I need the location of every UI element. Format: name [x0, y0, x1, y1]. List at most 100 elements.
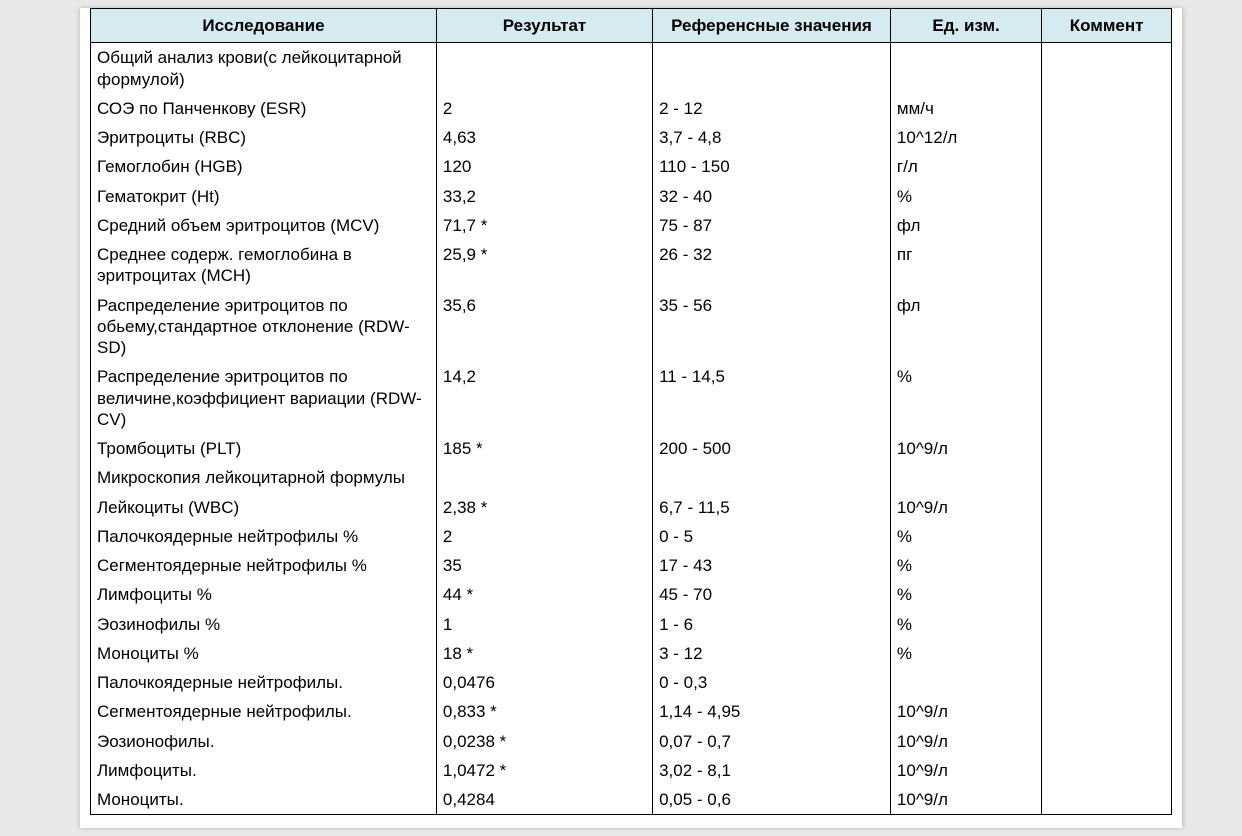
cell-test: Гемоглобин (HGB) [91, 152, 437, 181]
cell-ref: 200 - 500 [653, 434, 891, 463]
cell-test: СОЭ по Панченкову (ESR) [91, 94, 437, 123]
cell-unit: фл [890, 211, 1041, 240]
cell-result: 2 [436, 94, 652, 123]
table-row: Распределение эритроцитов по величине,ко… [91, 362, 1172, 434]
header-unit: Ед. изм. [890, 9, 1041, 43]
cell-test: Моноциты. [91, 785, 437, 815]
cell-result: 71,7 * [436, 211, 652, 240]
cell-test: Средний объем эритроцитов (MCV) [91, 211, 437, 240]
cell-ref: 26 - 32 [653, 240, 891, 291]
cell-ref: 1,14 - 4,95 [653, 697, 891, 726]
cell-ref: 0 - 0,3 [653, 668, 891, 697]
cell-comment [1042, 668, 1172, 697]
table-row: Среднее содерж. гемоглобина в эритроцита… [91, 240, 1172, 291]
table-row: Сегментоядерные нейтрофилы %3517 - 43% [91, 551, 1172, 580]
cell-comment [1042, 123, 1172, 152]
cell-comment [1042, 362, 1172, 434]
table-row: Лейкоциты (WBC)2,38 *6,7 - 11,510^9/л [91, 493, 1172, 522]
table-row: Гемоглобин (HGB)120110 - 150г/л [91, 152, 1172, 181]
cell-unit: 10^9/л [890, 756, 1041, 785]
header-test: Исследование [91, 9, 437, 43]
cell-comment [1042, 152, 1172, 181]
cell-comment [1042, 182, 1172, 211]
cell-ref: 1 - 6 [653, 610, 891, 639]
cell-test: Палочкоядерные нейтрофилы. [91, 668, 437, 697]
cell-result: 0,0238 * [436, 727, 652, 756]
cell-ref [653, 43, 891, 94]
table-row: Средний объем эритроцитов (MCV)71,7 *75 … [91, 211, 1172, 240]
cell-ref: 32 - 40 [653, 182, 891, 211]
cell-test: Эозинофилы % [91, 610, 437, 639]
cell-ref: 0,07 - 0,7 [653, 727, 891, 756]
cell-result: 0,4284 [436, 785, 652, 815]
cell-comment [1042, 610, 1172, 639]
cell-result [436, 43, 652, 94]
cell-result: 35,6 [436, 291, 652, 363]
table-row: Микроскопия лейкоцитарной формулы [91, 463, 1172, 492]
table-row: Сегментоядерные нейтрофилы.0,833 *1,14 -… [91, 697, 1172, 726]
cell-result: 18 * [436, 639, 652, 668]
cell-unit: 10^9/л [890, 434, 1041, 463]
cell-comment [1042, 639, 1172, 668]
cell-unit [890, 668, 1041, 697]
cell-ref: 3,7 - 4,8 [653, 123, 891, 152]
table-row: Распределение эритроцитов по обьему,стан… [91, 291, 1172, 363]
cell-test: Распределение эритроцитов по обьему,стан… [91, 291, 437, 363]
cell-test: Среднее содерж. гемоглобина в эритроцита… [91, 240, 437, 291]
cell-ref [653, 463, 891, 492]
cell-comment [1042, 580, 1172, 609]
cell-comment [1042, 697, 1172, 726]
cell-ref: 2 - 12 [653, 94, 891, 123]
cell-result: 14,2 [436, 362, 652, 434]
cell-unit: г/л [890, 152, 1041, 181]
cell-unit: 10^9/л [890, 727, 1041, 756]
cell-result: 33,2 [436, 182, 652, 211]
cell-unit: % [890, 639, 1041, 668]
cell-test: Лимфоциты. [91, 756, 437, 785]
cell-result: 185 * [436, 434, 652, 463]
cell-unit: % [890, 522, 1041, 551]
cell-unit [890, 43, 1041, 94]
table-row: Палочкоядерные нейтрофилы.0,04760 - 0,3 [91, 668, 1172, 697]
cell-unit [890, 463, 1041, 492]
cell-comment [1042, 434, 1172, 463]
table-row: Лимфоциты %44 *45 - 70% [91, 580, 1172, 609]
cell-comment [1042, 727, 1172, 756]
table-row: СОЭ по Панченкову (ESR)22 - 12мм/ч [91, 94, 1172, 123]
cell-test: Эритроциты (RBC) [91, 123, 437, 152]
cell-result: 0,0476 [436, 668, 652, 697]
cell-test: Общий анализ крови(с лейкоцитарной форму… [91, 43, 437, 94]
cell-comment [1042, 291, 1172, 363]
cell-result: 4,63 [436, 123, 652, 152]
cell-test: Микроскопия лейкоцитарной формулы [91, 463, 437, 492]
cell-result: 1 [436, 610, 652, 639]
cell-unit: мм/ч [890, 94, 1041, 123]
cell-ref: 17 - 43 [653, 551, 891, 580]
cell-test: Палочкоядерные нейтрофилы % [91, 522, 437, 551]
cell-test: Сегментоядерные нейтрофилы % [91, 551, 437, 580]
cell-comment [1042, 785, 1172, 815]
table-row: Палочкоядерные нейтрофилы %20 - 5% [91, 522, 1172, 551]
cell-result: 35 [436, 551, 652, 580]
cell-result: 2,38 * [436, 493, 652, 522]
cell-unit: % [890, 182, 1041, 211]
cell-result: 0,833 * [436, 697, 652, 726]
table-row: Гематокрит (Ht)33,232 - 40% [91, 182, 1172, 211]
cell-test: Распределение эритроцитов по величине,ко… [91, 362, 437, 434]
cell-ref: 3 - 12 [653, 639, 891, 668]
document-sheet: Исследование Результат Референсные значе… [80, 8, 1182, 828]
cell-unit: % [890, 551, 1041, 580]
table-row: Моноциты %18 *3 - 12% [91, 639, 1172, 668]
table-row: Общий анализ крови(с лейкоцитарной форму… [91, 43, 1172, 94]
table-row: Эозионофилы.0,0238 *0,07 - 0,710^9/л [91, 727, 1172, 756]
cell-unit: пг [890, 240, 1041, 291]
cell-ref: 0 - 5 [653, 522, 891, 551]
cell-ref: 75 - 87 [653, 211, 891, 240]
cell-unit: 10^9/л [890, 697, 1041, 726]
page-container: Исследование Результат Референсные значе… [0, 0, 1242, 836]
cell-ref: 11 - 14,5 [653, 362, 891, 434]
cell-comment [1042, 551, 1172, 580]
header-comment: Коммент [1042, 9, 1172, 43]
cell-test: Лейкоциты (WBC) [91, 493, 437, 522]
cell-result: 120 [436, 152, 652, 181]
